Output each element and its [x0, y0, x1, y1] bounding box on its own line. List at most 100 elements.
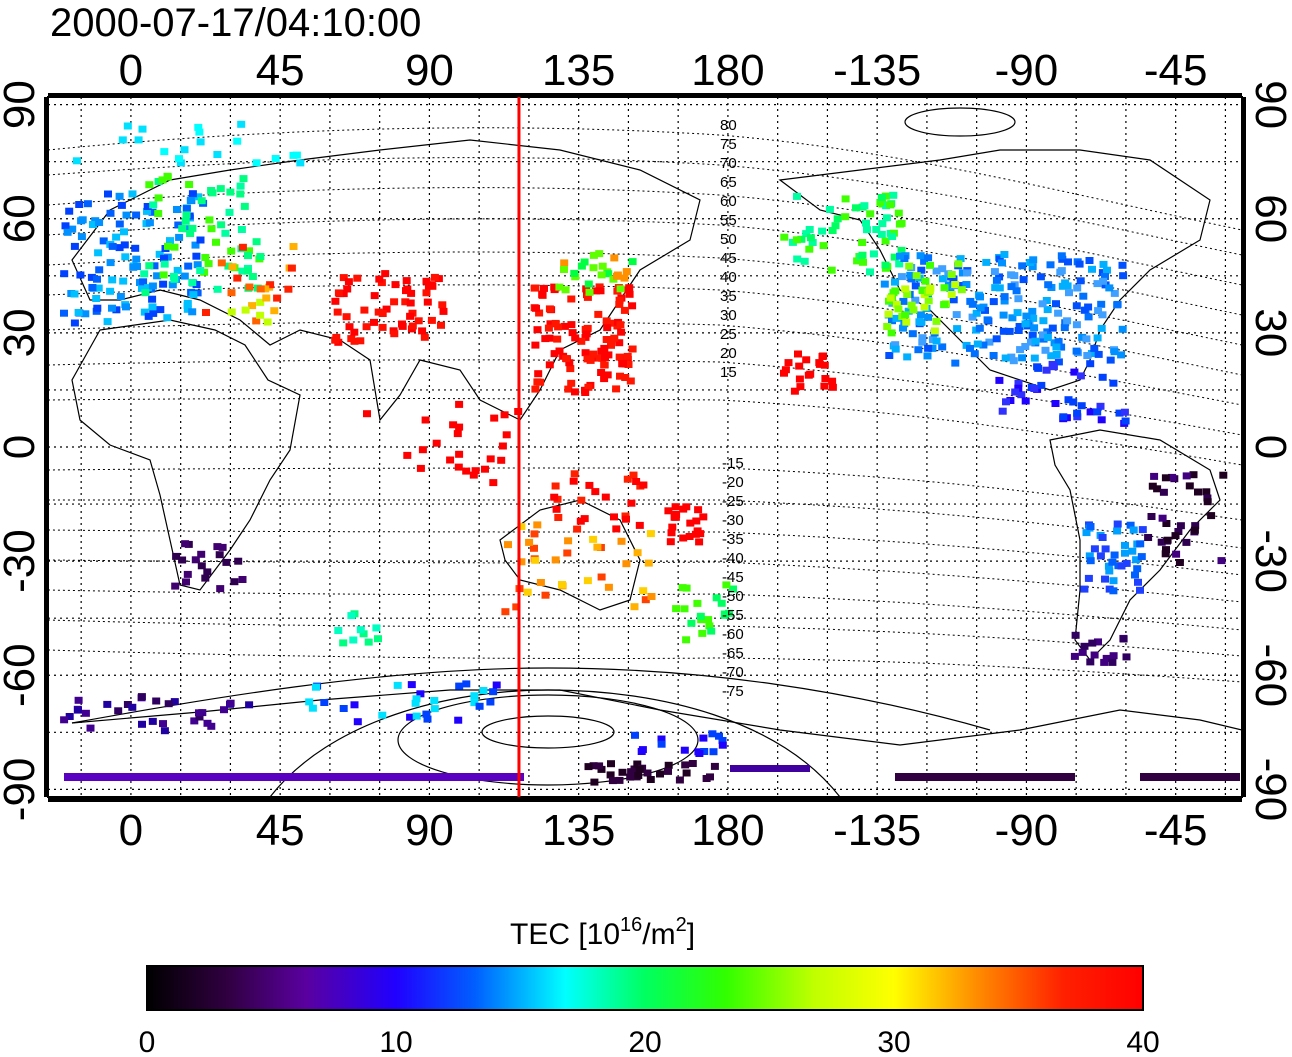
tec-patch: [601, 493, 610, 501]
tec-patch: [902, 318, 911, 326]
tec-patch: [213, 151, 222, 158]
tec-patch: [882, 202, 891, 210]
tec-patch: [123, 701, 132, 708]
tec-patch: [170, 275, 179, 283]
tec-patch: [308, 704, 317, 712]
tec-patch: [877, 230, 886, 238]
tec-patch: [545, 305, 554, 313]
tec-patch: [1098, 269, 1107, 277]
tec-patch: [1026, 338, 1035, 346]
tec-patch: [1021, 320, 1030, 328]
tec-patch: [530, 544, 538, 552]
tec-patch: [643, 769, 652, 777]
tec-patch: [670, 513, 679, 521]
tec-patch: [1065, 289, 1073, 297]
tec-patch: [486, 698, 495, 706]
tec-patch: [550, 350, 559, 358]
tec-patch: [116, 293, 125, 300]
tec-patch: [138, 125, 147, 133]
tec-patch: [1117, 562, 1126, 570]
tec-patch: [1058, 282, 1067, 290]
tec-patch: [1038, 331, 1047, 339]
tec-patch: [370, 318, 378, 326]
tec-patch: [112, 233, 121, 241]
tec-patch: [191, 241, 200, 249]
tec-patch: [1171, 532, 1180, 540]
tec-patch: [1084, 313, 1093, 321]
tec-patch: [601, 354, 609, 361]
tec-patch: [612, 525, 621, 533]
tec-patch: [1048, 360, 1057, 368]
tec-patch: [594, 310, 603, 318]
tec-patch: [534, 370, 543, 378]
tec-patch: [180, 146, 189, 154]
tec-patch: [118, 136, 127, 144]
tec-patch: [137, 693, 146, 701]
tec-patch: [75, 201, 84, 208]
tec-patch: [794, 350, 802, 358]
tec-patch: [428, 282, 437, 290]
tec-patch: [635, 521, 644, 529]
tec-patch: [1044, 281, 1053, 289]
tec-patch: [1161, 550, 1170, 558]
tec-patch: [1000, 251, 1009, 258]
contour-label: 15: [720, 364, 737, 381]
tec-patch: [923, 352, 932, 360]
tec-patch: [193, 289, 202, 297]
tec-patch: [1028, 331, 1037, 339]
tec-patch: [592, 287, 600, 295]
tec-patch: [1194, 488, 1202, 496]
tec-patch: [1000, 297, 1009, 305]
tec-patch: [422, 710, 431, 718]
tec-patch: [422, 277, 431, 285]
tec-patch: [1136, 540, 1145, 548]
tec-patch: [364, 638, 373, 646]
tec-patch: [1012, 287, 1021, 295]
tec-patch: [1099, 277, 1107, 285]
contour-label: -20: [722, 474, 744, 491]
tec-patch: [869, 250, 878, 258]
tec-patch: [104, 190, 112, 198]
contour-label: 65: [720, 174, 737, 191]
tec-patch: [412, 712, 421, 720]
tec-patch: [217, 221, 226, 229]
tec-patch: [189, 291, 198, 299]
tec-patch: [1086, 408, 1095, 416]
tec-patch: [921, 277, 930, 285]
tec-patch: [172, 552, 181, 560]
tec-patch: [217, 259, 226, 267]
tec-patch: [1021, 343, 1030, 350]
tec-patch: [976, 293, 984, 301]
tec-patch: [418, 327, 427, 335]
tec-patch: [1007, 353, 1016, 361]
tec-patch: [141, 289, 150, 297]
tec-patch: [228, 263, 237, 271]
tec-patch: [115, 220, 124, 228]
tec-patch: [675, 776, 684, 784]
tec-patch: [77, 217, 86, 225]
tec-patch: [970, 350, 979, 358]
tec-patch: [1064, 258, 1072, 266]
tec-patch: [129, 263, 138, 271]
tec-patch: [1150, 472, 1159, 480]
tec-patch: [1176, 522, 1185, 530]
tec-patch: [108, 242, 117, 250]
tec-patch: [1064, 396, 1073, 404]
tec-patch: [595, 762, 604, 770]
tec-patch: [188, 279, 197, 286]
tec-patch: [963, 269, 971, 277]
tec-patch: [598, 262, 607, 270]
tec-patch: [1162, 520, 1171, 527]
tec-patch: [378, 310, 387, 317]
colorbar-label-exponent: 16: [620, 914, 642, 936]
tec-patch: [866, 268, 874, 276]
tec-patch: [610, 254, 619, 262]
tec-patch: [626, 377, 635, 385]
colorbar-label-unit-exponent: 2: [676, 914, 687, 936]
tec-patch: [570, 269, 579, 277]
tec-patch: [188, 308, 197, 316]
tec-patch: [613, 272, 621, 280]
tec-patch: [289, 151, 298, 159]
tec-patch: [134, 136, 143, 144]
tec-patch: [517, 523, 526, 531]
